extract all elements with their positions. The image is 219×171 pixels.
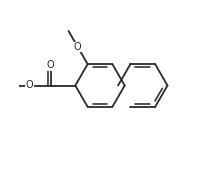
Text: O: O [26,81,34,90]
Text: O: O [74,42,82,52]
Text: O: O [47,60,54,70]
